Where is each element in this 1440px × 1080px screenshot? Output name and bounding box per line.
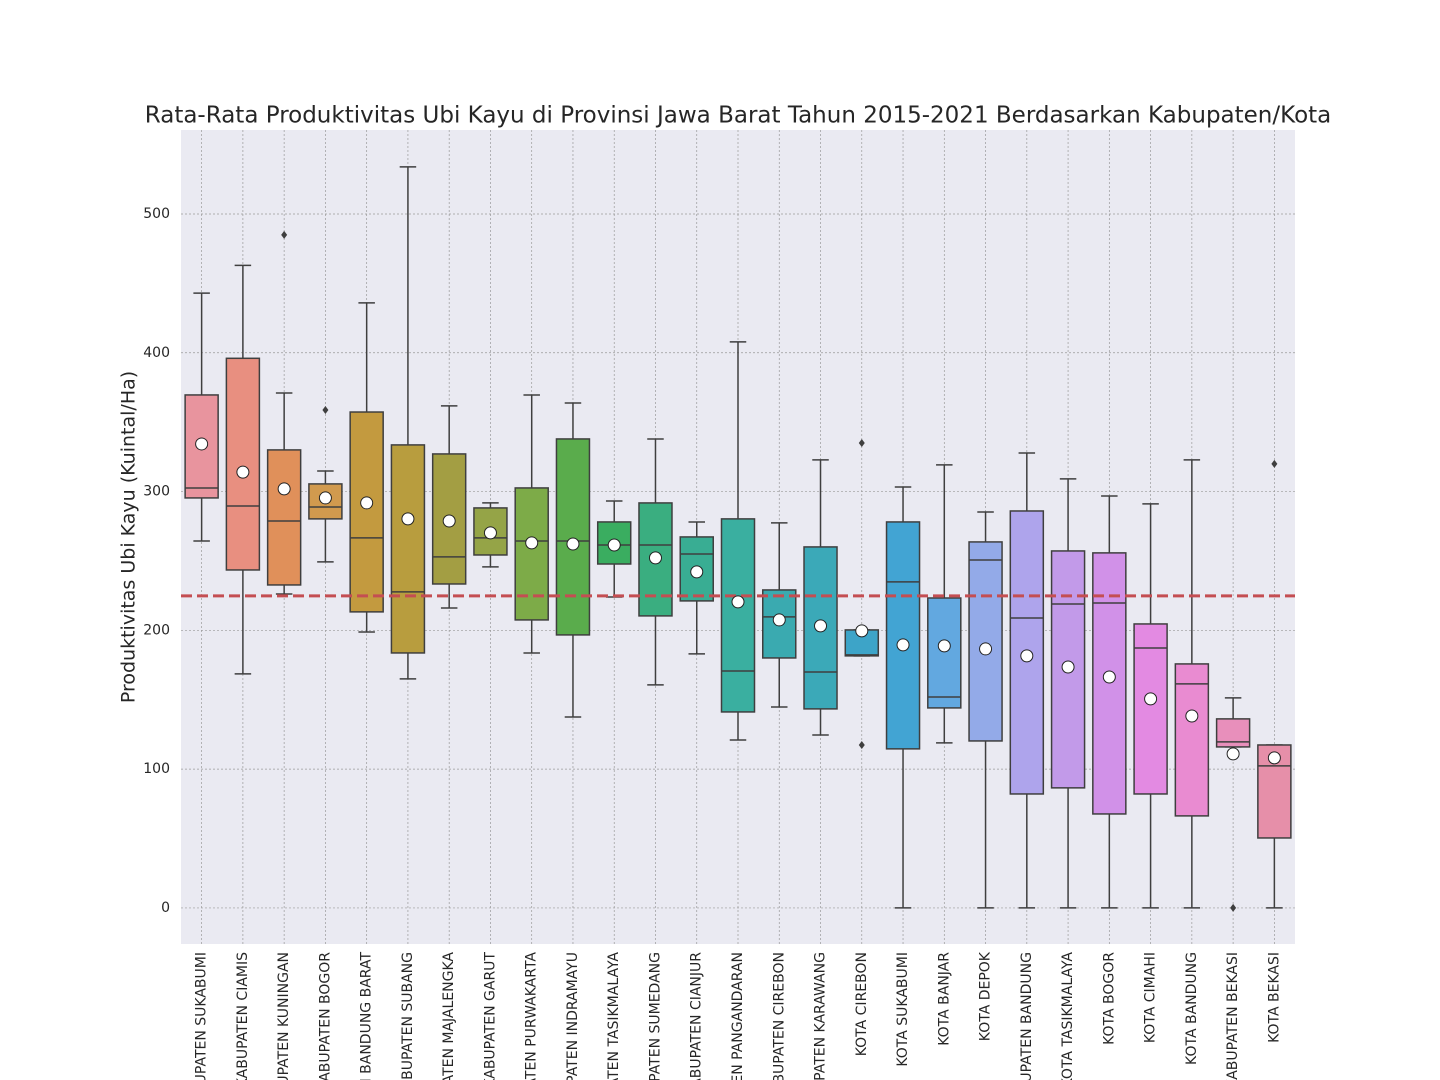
mean-marker — [1020, 649, 1034, 663]
x-tick-label: KABUPATEN BANDUNG — [1019, 952, 1035, 1080]
mean-marker — [1226, 747, 1240, 761]
x-tick-label: KABUPATEN PURWAKARTA — [524, 952, 540, 1080]
box — [1174, 663, 1210, 817]
mean-marker — [772, 613, 786, 627]
mean-marker — [236, 465, 250, 479]
x-tick-label: KABUPATEN BOGOR — [317, 952, 333, 1080]
mean-marker — [1061, 660, 1075, 674]
x-tick-label: KABUPATEN SUKABUMI — [194, 952, 210, 1080]
mean-marker — [814, 619, 828, 633]
mean-marker — [937, 639, 951, 653]
y-tick-label: 100 — [143, 761, 170, 777]
mean-marker — [277, 482, 291, 496]
mean-marker — [1267, 751, 1281, 765]
box — [968, 541, 1003, 742]
mean-marker — [195, 437, 209, 451]
x-tick-label: KABUPATEN KARAWANG — [813, 952, 829, 1080]
y-tick-label: 400 — [143, 345, 170, 361]
box — [473, 507, 508, 556]
box — [885, 521, 921, 750]
outlier — [858, 740, 865, 749]
chart-title: Rata-Rata Produktivitas Ubi Kayu di Prov… — [145, 103, 1332, 129]
x-tick-label: KOTA CIMAHI — [1143, 952, 1159, 1043]
mean-marker — [1102, 670, 1116, 684]
x-tick-label: KABUPATEN CIANJUR — [689, 952, 705, 1080]
y-tick-label: 200 — [143, 622, 170, 638]
mean-marker — [360, 496, 374, 510]
box — [1133, 623, 1168, 795]
box — [349, 411, 384, 613]
y-tick-label: 300 — [143, 484, 170, 500]
box — [720, 518, 756, 713]
outlier — [281, 230, 288, 239]
mean-marker — [1144, 692, 1158, 706]
x-tick-label: KABUPATEN GARUT — [482, 952, 498, 1080]
box — [927, 597, 962, 709]
x-tick-label: KABUPATEN PANGANDARAN — [730, 952, 746, 1080]
mean-marker — [731, 595, 745, 609]
box — [1215, 718, 1251, 748]
y-axis-label: Produktivitas Ubi Kayu (Kuintal/Ha) — [118, 371, 140, 703]
outlier — [1230, 903, 1237, 912]
x-tick-label: KOTA DEPOK — [978, 951, 994, 1041]
box — [514, 487, 549, 621]
x-tick-label: KABUPATEN KUNINGAN — [276, 952, 292, 1080]
x-tick-label: KOTA BOGOR — [1101, 952, 1117, 1045]
x-tick-label: KOTA TASIKMALAYA — [1060, 952, 1076, 1080]
mean-marker — [566, 537, 580, 551]
mean-marker — [896, 638, 910, 652]
box — [390, 444, 426, 654]
x-tick-label: KABUPATEN TASIKMALAYA — [606, 952, 622, 1080]
x-tick-label: KOTA BANJAR — [936, 952, 952, 1046]
mean-marker — [483, 526, 497, 540]
x-tick-label: KABUPATEN SUMEDANG — [647, 952, 663, 1080]
mean-marker — [318, 491, 332, 505]
outlier — [1271, 459, 1278, 468]
y-tick-label: 0 — [161, 900, 170, 916]
x-tick-label: KOTA SUKABUMI — [895, 952, 911, 1067]
mean-marker — [690, 565, 704, 579]
mean-marker — [648, 551, 662, 565]
x-tick-label: KABUPATEN BANDUNG BARAT — [359, 952, 375, 1080]
mean-marker — [442, 514, 456, 528]
x-tick-label: KABUPATEN CIREBON — [771, 952, 787, 1080]
mean-marker — [607, 538, 621, 552]
y-tick-label: 500 — [143, 206, 170, 222]
outlier — [858, 438, 865, 447]
x-tick-label: KOTA BEKASI — [1266, 952, 1282, 1043]
x-tick-label: KABUPATEN MAJALENGKA — [441, 952, 457, 1080]
x-tick-label: KABUPATEN INDRAMAYU — [565, 952, 581, 1080]
box — [266, 449, 302, 586]
mean-marker — [525, 536, 539, 550]
x-tick-label: KOTA BANDUNG — [1184, 952, 1200, 1065]
x-tick-label: KABUPATEN CIAMIS — [235, 952, 251, 1080]
box — [555, 438, 591, 636]
x-tick-label: KABUPATEN SUBANG — [400, 952, 416, 1080]
mean-marker — [979, 642, 993, 656]
mean-marker — [855, 624, 869, 638]
box — [1050, 550, 1086, 789]
x-tick-label: KABUPATEN BEKASI — [1225, 952, 1241, 1080]
mean-marker — [401, 512, 415, 526]
outlier — [322, 405, 329, 414]
box — [225, 357, 261, 571]
mean-marker — [1185, 709, 1199, 723]
x-tick-label: KOTA CIREBON — [854, 952, 870, 1056]
